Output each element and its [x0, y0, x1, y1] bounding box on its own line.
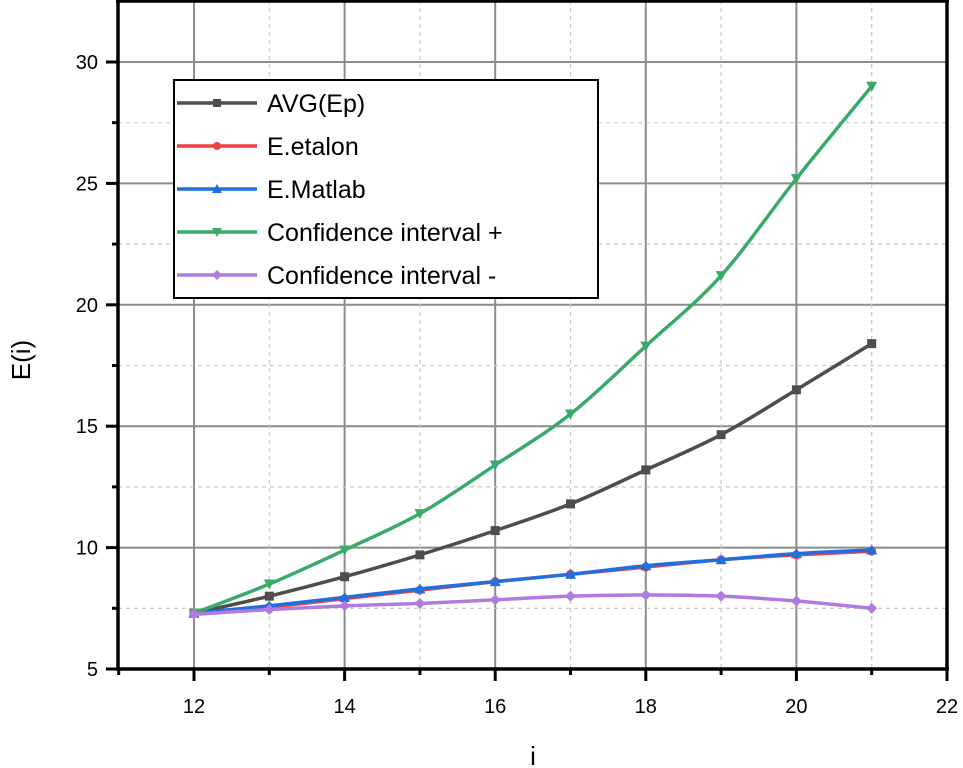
- y-tick-label: 5: [87, 659, 98, 681]
- y-tick-label: 25: [76, 173, 98, 195]
- y-tick-label: 10: [76, 538, 98, 560]
- legend-item: E.Matlab: [177, 176, 366, 204]
- x-tick-label: 14: [333, 696, 355, 718]
- x-tick-label: 18: [635, 696, 657, 718]
- legend-label: E.etalon: [267, 133, 359, 161]
- legend-label: Confidence interval +: [267, 219, 503, 247]
- x-tick-label: 20: [785, 696, 807, 718]
- y-tick-label: 30: [76, 52, 98, 74]
- x-tick-label: 16: [484, 696, 506, 718]
- legend-label: E.Matlab: [267, 176, 366, 204]
- legend-label: Confidence interval -: [267, 262, 496, 290]
- x-tick-label: 22: [936, 696, 958, 718]
- legend-item: E.etalon: [177, 133, 359, 161]
- x-axis-title: i: [530, 741, 536, 768]
- legend: AVG(Ep) E.etalon E.Matlab Confidence interv…: [173, 79, 599, 299]
- series-layer: [188, 81, 878, 620]
- legend-item: Confidence interval -: [177, 262, 496, 290]
- y-tick-label: 20: [76, 295, 98, 317]
- x-tick-label: 12: [183, 696, 205, 718]
- legend-item: Confidence interval +: [177, 219, 503, 247]
- y-tick-label: 15: [76, 416, 98, 438]
- legend-item: AVG(Ep): [177, 90, 365, 118]
- series-confidence-interval-: [188, 81, 878, 619]
- axes: 5 10 15 20 25 30 12 14 16 18 20 22: [76, 0, 958, 718]
- legend-label: AVG(Ep): [267, 90, 365, 118]
- series-confidence-interval-: [188, 589, 878, 620]
- y-axis-title: E(i): [6, 340, 36, 380]
- series-avg-ep-: [189, 339, 877, 618]
